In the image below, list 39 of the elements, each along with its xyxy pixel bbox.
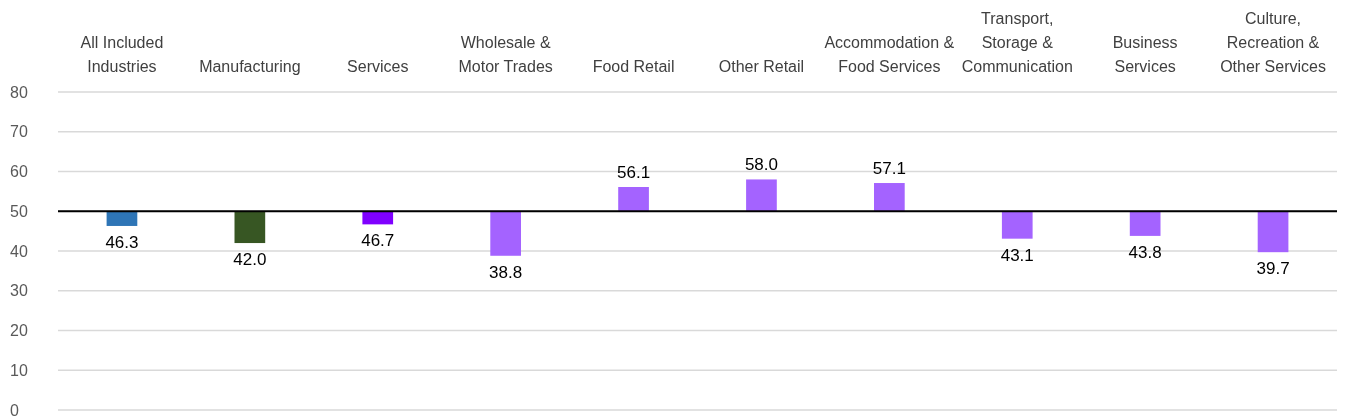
data-label: 38.8 — [489, 262, 523, 282]
y-tick-label: 30 — [10, 282, 28, 300]
x-tick-label: Transport, Storage & Communication — [961, 10, 1073, 75]
data-label: 43.1 — [1000, 245, 1034, 265]
bar — [618, 187, 649, 212]
bar — [746, 179, 777, 212]
bar — [490, 211, 521, 256]
x-tick-label: Wholesale & Motor Trades — [458, 34, 553, 75]
bar — [1257, 211, 1289, 253]
data-label: 58.0 — [744, 155, 778, 175]
y-tick-label: 40 — [10, 242, 28, 260]
data-label: 42.0 — [233, 250, 267, 270]
y-tick-label: 50 — [10, 202, 28, 220]
x-tick-label: Other Retail — [718, 58, 805, 75]
x-tick-label: Business Services — [1112, 34, 1178, 75]
x-tick-label: Food Retail — [592, 58, 675, 75]
data-label: 46.3 — [105, 232, 139, 252]
x-tick-label: All Included Industries — [80, 34, 164, 75]
data-label: 57.1 — [872, 159, 906, 179]
y-tick-label: 0 — [10, 401, 19, 418]
bar — [234, 211, 266, 244]
data-label: 43.8 — [1128, 242, 1162, 262]
bar — [1129, 211, 1161, 236]
bar — [106, 211, 138, 226]
x-tick-label: Manufacturing — [199, 58, 301, 75]
data-label: 46.7 — [361, 231, 395, 251]
y-tick-label: 20 — [10, 322, 28, 340]
bar — [362, 211, 394, 225]
x-tick-label: Services — [347, 58, 409, 75]
x-tick-label: Culture, Recreation & Other Services — [1220, 10, 1326, 75]
x-tick-label: Accommodation & Food Services — [824, 34, 955, 75]
bar — [1001, 211, 1033, 239]
y-tick-label: 10 — [10, 361, 28, 379]
data-label: 39.7 — [1256, 259, 1290, 279]
y-tick-label: 70 — [10, 123, 28, 141]
y-tick-label: 80 — [10, 83, 28, 101]
data-label: 56.1 — [617, 163, 651, 182]
bar — [874, 183, 905, 212]
y-tick-label: 60 — [10, 163, 28, 181]
